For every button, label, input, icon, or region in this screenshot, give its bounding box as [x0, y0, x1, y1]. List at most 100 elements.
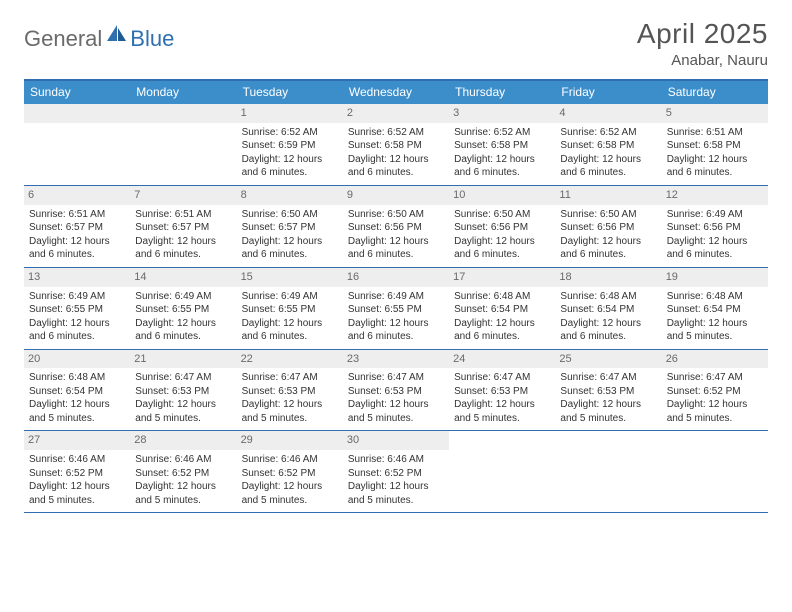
sunrise-line: Sunrise: 6:50 AM [348, 208, 444, 222]
weekday-header: Wednesday [343, 81, 449, 104]
sunset-line: Sunset: 6:53 PM [454, 385, 550, 399]
sunrise-line: Sunrise: 6:46 AM [29, 453, 125, 467]
day-number: 28 [130, 431, 236, 450]
day-number: 10 [449, 186, 555, 205]
sunrise-line: Sunrise: 6:52 AM [454, 126, 550, 140]
title-block: April 2025 Anabar, Nauru [637, 18, 768, 69]
day-number: 11 [555, 186, 661, 205]
sunrise-line: Sunrise: 6:51 AM [29, 208, 125, 222]
weekday-header-row: SundayMondayTuesdayWednesdayThursdayFrid… [24, 81, 768, 104]
sunset-line: Sunset: 6:57 PM [135, 221, 231, 235]
daylight-line: Daylight: 12 hours and 5 minutes. [348, 398, 444, 425]
day-number: 2 [343, 104, 449, 123]
daylight-line: Daylight: 12 hours and 6 minutes. [454, 235, 550, 262]
day-number: 7 [130, 186, 236, 205]
day-number: 27 [24, 431, 130, 450]
sunrise-line: Sunrise: 6:49 AM [348, 290, 444, 304]
day-cell: 19Sunrise: 6:48 AMSunset: 6:54 PMDayligh… [662, 268, 768, 349]
day-cell: 8Sunrise: 6:50 AMSunset: 6:57 PMDaylight… [237, 186, 343, 267]
day-cell: 2Sunrise: 6:52 AMSunset: 6:58 PMDaylight… [343, 104, 449, 185]
day-cell: 23Sunrise: 6:47 AMSunset: 6:53 PMDayligh… [343, 350, 449, 431]
weekday-header: Saturday [662, 81, 768, 104]
daylight-line: Daylight: 12 hours and 6 minutes. [29, 235, 125, 262]
weekday-header: Friday [555, 81, 661, 104]
sunrise-line: Sunrise: 6:48 AM [667, 290, 763, 304]
calendar-grid: SundayMondayTuesdayWednesdayThursdayFrid… [24, 79, 768, 513]
day-number-empty [130, 104, 236, 123]
day-cell: 13 Sunrise: 6:49 AMSunset: 6:55 PMDayligh… [24, 268, 130, 349]
daylight-line: Daylight: 12 hours and 5 minutes. [29, 480, 125, 507]
week-row: 13Sunrise: 6:49 AMSunset: 6:55 PMDayligh… [24, 268, 768, 350]
sunset-line: Sunset: 6:55 PM [348, 303, 444, 317]
sunset-line: Sunset: 6:56 PM [348, 221, 444, 235]
sunset-line: Sunset: 6:59 PM [242, 139, 338, 153]
sunrise-line: Sunrise: 6:46 AM [135, 453, 231, 467]
daylight-line: Daylight: 12 hours and 6 minutes. [242, 235, 338, 262]
daylight-line: Daylight: 12 hours and 6 minutes. [667, 153, 763, 180]
day-cell: 12Sunrise: 6:49 AMSunset: 6:56 PMDayligh… [662, 186, 768, 267]
sunset-line: Sunset: 6:53 PM [242, 385, 338, 399]
sunset-line: Sunset: 6:52 PM [348, 467, 444, 481]
day-cell: 3Sunrise: 6:52 AMSunset: 6:58 PMDaylight… [449, 104, 555, 185]
day-number: 5 [662, 104, 768, 123]
week-row: 20Sunrise: 6:48 AMSunset: 6:54 PMDayligh… [24, 350, 768, 432]
sunset-line: Sunset: 6:58 PM [348, 139, 444, 153]
day-cell: 22Sunrise: 6:47 AMSunset: 6:53 PMDayligh… [237, 350, 343, 431]
sunrise-line: Sunrise: 6:52 AM [242, 126, 338, 140]
brand-blue: Blue [130, 26, 174, 52]
sunrise-line: Sunrise: 6:51 AM [667, 126, 763, 140]
day-number: 16 [343, 268, 449, 287]
sunrise-line: Sunrise: 6:47 AM [135, 371, 231, 385]
daylight-line: Daylight: 12 hours and 5 minutes. [29, 398, 125, 425]
sunrise-line: Sunrise: 6:52 AM [560, 126, 656, 140]
day-cell: 17Sunrise: 6:48 AMSunset: 6:54 PMDayligh… [449, 268, 555, 349]
day-number: 26 [662, 350, 768, 369]
day-number-empty [24, 104, 130, 123]
day-cell: 16Sunrise: 6:49 AMSunset: 6:55 PMDayligh… [343, 268, 449, 349]
weekday-header: Thursday [449, 81, 555, 104]
sunset-line: Sunset: 6:58 PM [454, 139, 550, 153]
day-number: 15 [237, 268, 343, 287]
weeks-container: 1Sunrise: 6:52 AMSunset: 6:59 PMDaylight… [24, 104, 768, 513]
day-number: 8 [237, 186, 343, 205]
empty-day-cell [130, 104, 236, 185]
week-row: 27Sunrise: 6:46 AMSunset: 6:52 PMDayligh… [24, 431, 768, 513]
sunset-line: Sunset: 6:52 PM [135, 467, 231, 481]
daylight-line: Daylight: 12 hours and 6 minutes. [560, 317, 656, 344]
brand-general: General [24, 26, 102, 52]
day-cell: 15Sunrise: 6:49 AMSunset: 6:55 PMDayligh… [237, 268, 343, 349]
sunset-line: Sunset: 6:53 PM [560, 385, 656, 399]
day-number: 24 [449, 350, 555, 369]
calendar-page: General Blue April 2025 Anabar, Nauru Su… [0, 0, 792, 525]
sunset-line: Sunset: 6:52 PM [29, 467, 125, 481]
daylight-line: Daylight: 12 hours and 6 minutes. [560, 235, 656, 262]
daylight-line: Daylight: 12 hours and 6 minutes. [454, 317, 550, 344]
month-year-title: April 2025 [637, 18, 768, 50]
daylight-line: Daylight: 12 hours and 5 minutes. [135, 398, 231, 425]
day-number: 13 [24, 268, 130, 287]
weekday-header: Monday [130, 81, 236, 104]
day-cell: 14Sunrise: 6:49 AMSunset: 6:55 PMDayligh… [130, 268, 236, 349]
sunset-line: Sunset: 6:56 PM [667, 221, 763, 235]
day-number: 12 [662, 186, 768, 205]
day-number: 18 [555, 268, 661, 287]
day-number: 29 [237, 431, 343, 450]
daylight-line: Daylight: 12 hours and 6 minutes. [29, 317, 125, 344]
sunrise-line: Sunrise: 6:46 AM [348, 453, 444, 467]
day-cell: 30Sunrise: 6:46 AMSunset: 6:52 PMDayligh… [343, 431, 449, 512]
daylight-line: Daylight: 12 hours and 5 minutes. [560, 398, 656, 425]
sunrise-line: Sunrise: 6:48 AM [454, 290, 550, 304]
sunrise-line: Sunrise: 6:49 AM [29, 290, 125, 304]
day-cell: 29Sunrise: 6:46 AMSunset: 6:52 PMDayligh… [237, 431, 343, 512]
daylight-line: Daylight: 12 hours and 5 minutes. [348, 480, 444, 507]
day-cell: 28Sunrise: 6:46 AMSunset: 6:52 PMDayligh… [130, 431, 236, 512]
sunset-line: Sunset: 6:58 PM [667, 139, 763, 153]
sunset-line: Sunset: 6:55 PM [29, 303, 125, 317]
sunset-line: Sunset: 6:55 PM [242, 303, 338, 317]
sunrise-line: Sunrise: 6:49 AM [135, 290, 231, 304]
sunrise-line: Sunrise: 6:50 AM [242, 208, 338, 222]
sunrise-line: Sunrise: 6:49 AM [242, 290, 338, 304]
week-row: 6Sunrise: 6:51 AMSunset: 6:57 PMDaylight… [24, 186, 768, 268]
sunset-line: Sunset: 6:56 PM [454, 221, 550, 235]
sunset-line: Sunset: 6:57 PM [29, 221, 125, 235]
